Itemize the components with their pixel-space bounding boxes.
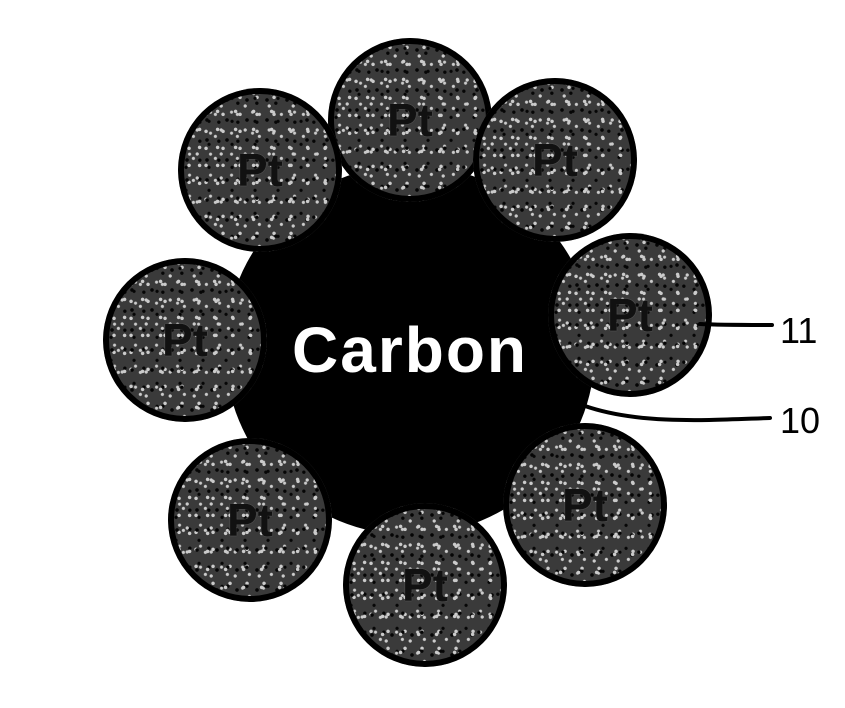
pt-label: Pt (227, 493, 273, 547)
reference-number-11: 11 (780, 310, 817, 352)
pt-node: Pt (343, 503, 507, 667)
pt-node: Pt (548, 233, 712, 397)
pt-label: Pt (162, 313, 208, 367)
carbon-core-label: Carbon (292, 313, 528, 387)
pt-node: Pt (328, 38, 492, 202)
pt-node: Pt (103, 258, 267, 422)
pt-node: Pt (168, 438, 332, 602)
pt-node: Pt (473, 78, 637, 242)
pt-label: Pt (387, 93, 433, 147)
pt-node: Pt (178, 88, 342, 252)
pt-label: Pt (607, 288, 653, 342)
reference-number-10: 10 (780, 400, 820, 442)
diagram-stage: Carbon Pt Pt Pt Pt Pt Pt Pt Pt 11 10 (0, 0, 845, 708)
pt-label: Pt (402, 558, 448, 612)
leader-line-10 (585, 406, 770, 420)
pt-node: Pt (503, 423, 667, 587)
pt-label: Pt (237, 143, 283, 197)
pt-label: Pt (532, 133, 578, 187)
pt-label: Pt (562, 478, 608, 532)
